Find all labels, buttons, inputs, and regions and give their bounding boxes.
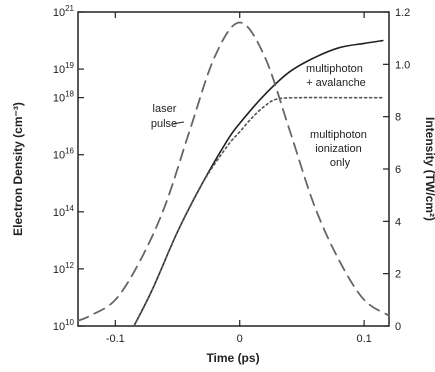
annotation-laser-pulse-line-2: pulse <box>151 118 177 130</box>
annotation-laser-pulse-line-1: laser <box>153 103 177 115</box>
annotation-multiphoton-only: multiphoton ionization only <box>310 129 370 169</box>
laser-pulse-pointer <box>171 121 185 125</box>
series-line-multiphoton-avalanche <box>133 39 384 327</box>
series-line-multiphoton-only <box>133 96 384 327</box>
y-left-tick-label: 1014 <box>53 204 75 219</box>
annotation-laser-pulse: laser pulse <box>151 103 180 130</box>
series-layer <box>77 21 390 327</box>
tick-marks <box>78 11 389 327</box>
y-left-tick-label: 1016 <box>53 147 75 162</box>
y-right-tick-label: 1.0 <box>395 59 410 71</box>
y-right-tick-label: 4 <box>395 216 401 228</box>
x-axis-label: Time (ps) <box>206 351 259 365</box>
annotation-avalanche-line-2: + avalanche <box>306 77 366 89</box>
tick-labels: -0.1 0 0.1 1010 1012 1014 1016 1018 1019 1021 0 2 4 6… <box>53 4 410 345</box>
annotation-multiphoton-only-line-3: only <box>330 157 351 169</box>
plot-frame <box>77 11 390 327</box>
annotation-multiphoton-only-line-2: ionization <box>315 143 361 155</box>
x-tick-label: 0 <box>237 333 243 345</box>
y-right-tick-label: 1.2 <box>395 7 410 19</box>
y-right-tick-label: 2 <box>395 269 401 281</box>
y-axis-right-label: Intensity (TW/cm²) <box>423 117 435 221</box>
y-right-tick-label: 0 <box>395 321 401 333</box>
y-left-tick-label: 1010 <box>53 318 75 333</box>
series-line-laser-pulse <box>77 21 390 322</box>
y-left-tick-label: 1019 <box>53 61 75 76</box>
x-tick-label: 0.1 <box>356 333 371 345</box>
y-left-tick-label: 1021 <box>53 4 75 19</box>
y-right-tick-label: 8 <box>395 112 401 124</box>
x-tick-label: -0.1 <box>106 333 125 345</box>
annotation-multiphoton-only-line-1: multiphoton <box>310 129 367 141</box>
y-left-tick-label: 1018 <box>53 90 75 105</box>
y-axis-left-label: Electron Density (cm⁻³) <box>11 102 25 236</box>
annotation-avalanche-line-1: multiphoton <box>306 63 363 75</box>
y-right-tick-label: 6 <box>395 164 401 176</box>
annotation-avalanche: multiphoton + avalanche <box>306 63 366 89</box>
y-left-tick-label: 1012 <box>53 261 75 276</box>
